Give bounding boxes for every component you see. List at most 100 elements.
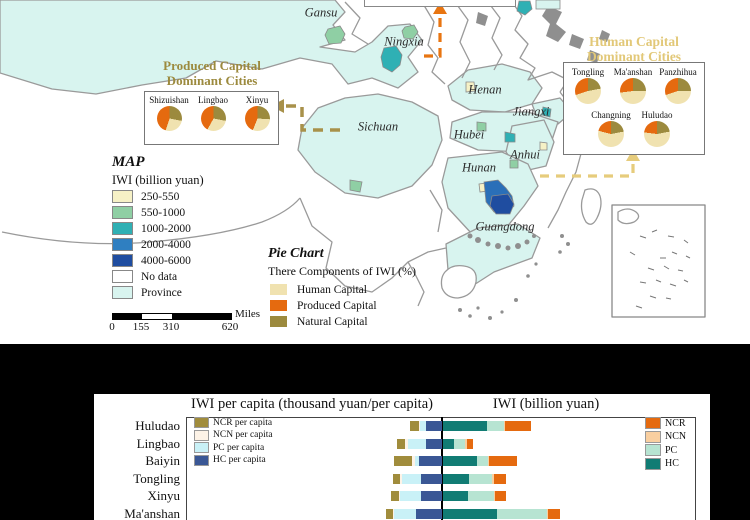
bar-segment-ncr-per-capita — [385, 508, 393, 519]
bar-segment-pc-per-capita — [414, 456, 419, 466]
city-blob-cream — [539, 141, 548, 151]
bar-chart-panel: IWI per capita (thousand yuan/per capita… — [94, 394, 710, 520]
legend-label: 4000-6000 — [141, 254, 191, 267]
province-label-gansu: Gansu — [304, 5, 338, 20]
legend-swatch — [194, 417, 209, 428]
legend-label: Province — [141, 286, 182, 299]
city-blobs — [324, 0, 561, 215]
pie-graphic — [644, 121, 670, 147]
pie-city-label: Ma'anshan — [613, 67, 653, 77]
inset-box — [611, 204, 706, 318]
pie-city-label: Panzhihua — [659, 67, 697, 77]
bar-segment-ncn-per-capita — [398, 491, 400, 501]
bar-segment-pc — [497, 508, 547, 519]
scale-tick: 0 — [109, 321, 115, 333]
province-label-sichuan: Sichuan — [357, 119, 399, 134]
bar-segment-ncn-per-capita — [404, 438, 408, 449]
scale-tick: 310 — [162, 321, 180, 333]
bar-segment-ncn — [504, 421, 505, 431]
legend-label: No data — [141, 270, 178, 283]
legend-label: NCN per capita — [213, 430, 273, 440]
legend-swatch — [645, 430, 661, 443]
bar-segment-hc — [443, 473, 469, 484]
bar-segment-ncn — [492, 473, 494, 484]
bar-segment-hc — [443, 456, 477, 466]
legend-label: Natural Capital — [297, 315, 368, 328]
legend-swatch — [112, 222, 133, 235]
city-axis-label-huludao: Huludao — [135, 418, 180, 433]
pie-city-label: Shizuishan — [149, 95, 189, 105]
legend-label: PC per capita — [213, 442, 265, 453]
province-label-anhui: Anhui — [510, 147, 540, 162]
yellow-arrow-head — [626, 149, 640, 161]
map-panel: Gansu Ningxia Henan Sichuan Hubei Jiangxi Anhu… — [0, 0, 750, 344]
legend-swatch — [194, 454, 209, 466]
legend-swatch — [194, 442, 209, 453]
scale-tick: 155 — [132, 321, 150, 333]
city-blob-green — [349, 179, 363, 193]
pie-city-label: Tongling — [571, 67, 605, 77]
bar-segment-pc — [469, 473, 492, 484]
map-legend: MAP IWI (billion yuan) 250-550 550-1000 10… — [112, 154, 262, 300]
pie-graphic — [200, 106, 226, 131]
inset-islands — [629, 229, 691, 309]
bar-segment-ncn-per-capita — [411, 456, 415, 466]
legend-label: Human Capital — [297, 283, 367, 296]
china-map — [0, 0, 706, 320]
orange-arrow-line — [424, 14, 442, 58]
pie-legend-title: Pie Chart — [268, 246, 324, 261]
bar-segment-hc-per-capita — [418, 456, 442, 466]
bar-segment-pc — [487, 421, 504, 431]
chart-legend-item: HC — [645, 457, 679, 470]
bar-segment-hc — [443, 421, 487, 431]
legend-swatch — [112, 254, 133, 267]
bar-segment-hc — [443, 491, 468, 501]
map-legend-item: No data — [112, 269, 262, 284]
chart-legend-item: PC — [645, 444, 677, 456]
map-legend-item: 550-1000 — [112, 205, 262, 220]
human-capital-title: Human Capital Dominant Cities — [586, 34, 682, 64]
legend-swatch — [645, 417, 661, 429]
city-axis-label-tongling: Tongling — [133, 470, 180, 486]
bar-segment-hc — [443, 438, 454, 449]
city-blob-teal — [516, 0, 533, 16]
cutoff-box-top — [364, 0, 516, 7]
scale-tick: 620 — [221, 321, 239, 333]
province-label-ningxia: Ningxia — [384, 34, 424, 49]
bar-segment-ncr-per-capita — [409, 421, 419, 431]
city-pie-lingbao: Lingbao — [192, 95, 234, 131]
bar-segment-hc-per-capita — [420, 491, 442, 501]
chart-title-left: IWI per capita (thousand yuan/per capita… — [191, 396, 433, 412]
legend-swatch — [645, 457, 661, 470]
legend-swatch — [194, 429, 209, 441]
city-blob-green — [324, 25, 346, 45]
legend-swatch — [112, 190, 133, 203]
province-sichuan — [297, 93, 443, 199]
bar-segment-pc — [477, 456, 488, 466]
bar-segment-ncn — [494, 491, 495, 501]
bar-segment-ncr — [505, 421, 531, 431]
city-axis-label-lingbao: Lingbao — [136, 435, 180, 451]
legend-label: Produced Capital — [297, 299, 377, 312]
bar-segment-pc-per-capita — [399, 491, 421, 501]
province-label-hunan: Hunan — [461, 160, 497, 175]
province-label-guangdong: Guangdong — [475, 219, 535, 234]
bar-segment-ncr — [548, 508, 560, 519]
city-pie-panzhihua: Panzhihua — [656, 67, 700, 104]
bar-segment-pc-per-capita — [393, 508, 416, 519]
pie-graphic — [156, 106, 182, 131]
city-pie-huludao: Huludao — [635, 110, 679, 147]
legend-swatch — [270, 284, 287, 295]
produced-capital-box: Shizuishan Lingbao Xinyu — [144, 91, 279, 145]
bar-segment-pc-per-capita — [401, 473, 421, 484]
pie-graphic — [575, 78, 601, 104]
pie-chart-legend: Pie Chart There Components of IWI (%) Hu… — [268, 246, 428, 329]
city-blob-darkblue — [489, 193, 515, 215]
chart-legend-item: NCR per capita — [194, 417, 272, 428]
bar-segment-hc-per-capita — [420, 473, 442, 484]
map-specks — [458, 6, 610, 320]
legend-label: PC — [665, 444, 678, 456]
bar-segment-hc-per-capita — [425, 421, 442, 431]
bar-segment-ncn-per-capita — [418, 421, 420, 431]
